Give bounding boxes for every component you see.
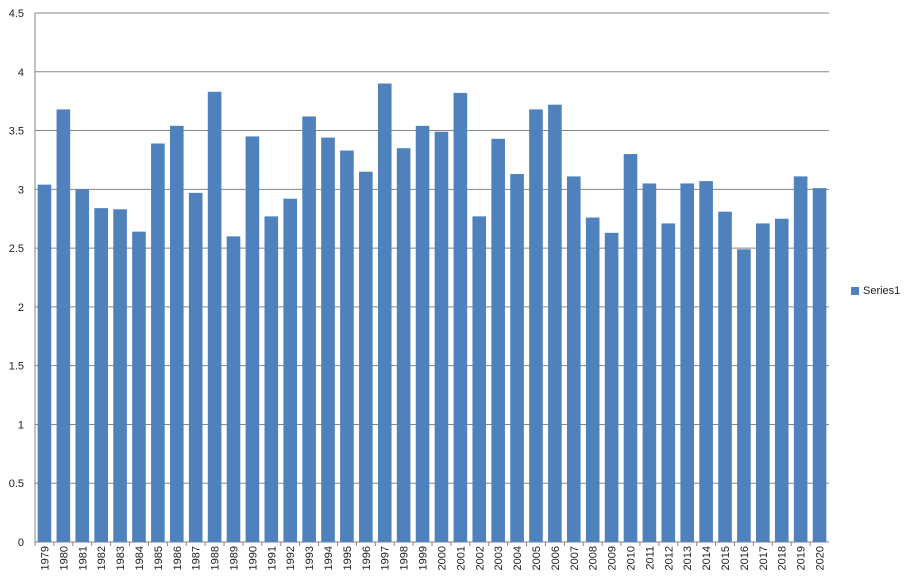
y-tick-label: 1 xyxy=(18,419,24,431)
bar xyxy=(737,249,751,542)
bar xyxy=(434,131,449,542)
bar xyxy=(453,92,468,542)
bar xyxy=(774,218,789,542)
bar xyxy=(359,171,373,542)
x-tick-label: 1983 xyxy=(115,546,127,570)
x-tick-label: 1979 xyxy=(39,546,51,570)
x-tick-label: 1987 xyxy=(191,546,203,570)
x-tick-label: 1990 xyxy=(247,546,259,570)
x-tick-label: 2019 xyxy=(796,546,808,570)
bar xyxy=(226,236,241,542)
bar xyxy=(680,183,695,542)
legend-swatch xyxy=(851,287,859,295)
x-tick-label: 2005 xyxy=(531,546,543,570)
x-tick-label: 1994 xyxy=(323,546,335,570)
y-tick-label: 0 xyxy=(18,537,24,549)
bar xyxy=(188,192,203,543)
bar xyxy=(56,109,71,542)
x-tick-label: 2018 xyxy=(777,546,789,570)
bar xyxy=(94,208,108,543)
bar xyxy=(340,150,354,543)
x-tick-label: 2001 xyxy=(455,546,467,570)
x-tick-label: 1985 xyxy=(153,546,165,570)
bar xyxy=(718,211,732,542)
y-tick-label: 2.5 xyxy=(9,243,24,255)
bar xyxy=(642,183,657,542)
x-tick-label: 2004 xyxy=(512,546,524,570)
x-tick-label: 2020 xyxy=(815,546,827,570)
x-tick-label: 1997 xyxy=(380,546,392,570)
bar xyxy=(245,136,260,542)
x-tick-label: 2013 xyxy=(682,546,694,570)
x-tick-label: 1980 xyxy=(58,546,70,570)
x-tick-label: 1993 xyxy=(304,546,316,570)
bar xyxy=(283,198,298,542)
x-tick-label: 2015 xyxy=(720,546,732,570)
bar xyxy=(604,232,619,542)
x-tick-label: 1999 xyxy=(418,546,430,570)
bar xyxy=(113,209,127,542)
x-tick-label: 1989 xyxy=(229,546,241,570)
legend-label: Series1 xyxy=(863,285,901,297)
bar xyxy=(699,181,713,543)
x-tick-label: 2009 xyxy=(607,546,619,570)
x-tick-label: 2014 xyxy=(701,546,713,570)
bar xyxy=(566,176,581,542)
bar xyxy=(75,189,90,543)
bar xyxy=(510,174,524,542)
bar xyxy=(37,184,52,542)
x-tick-label: 1992 xyxy=(285,546,297,570)
bar xyxy=(661,223,676,542)
bar xyxy=(302,116,316,543)
bar xyxy=(151,143,165,542)
x-tick-label: 1982 xyxy=(96,546,108,570)
x-tick-label: 2006 xyxy=(550,546,562,570)
x-tick-label: 1981 xyxy=(77,546,89,570)
y-tick-label: 4 xyxy=(18,67,24,79)
x-tick-label: 2008 xyxy=(588,546,600,570)
bar xyxy=(377,83,392,543)
bar xyxy=(529,109,543,542)
bar xyxy=(169,125,184,542)
bar xyxy=(548,104,562,543)
bar xyxy=(207,91,222,543)
y-tick-label: 1.5 xyxy=(9,361,24,373)
x-tick-label: 2007 xyxy=(569,546,581,570)
bar xyxy=(793,176,808,542)
x-tick-label: 2000 xyxy=(436,546,448,570)
bar xyxy=(321,137,335,542)
bar xyxy=(415,125,430,542)
bar xyxy=(623,154,638,543)
x-tick-label: 1996 xyxy=(361,546,373,570)
x-tick-label: 1995 xyxy=(342,546,354,570)
y-tick-label: 3.5 xyxy=(9,126,24,138)
legend: Series1 xyxy=(851,285,900,297)
y-tick-label: 4.5 xyxy=(9,8,24,20)
x-tick-label: 1991 xyxy=(266,546,278,570)
y-tick-label: 3 xyxy=(18,184,24,196)
x-tick-label: 2002 xyxy=(474,546,486,570)
x-tick-label: 1998 xyxy=(399,546,411,570)
bar xyxy=(396,148,411,542)
x-tick-label: 1984 xyxy=(134,546,146,570)
x-tick-label: 2011 xyxy=(644,546,656,570)
x-tick-label: 1988 xyxy=(210,546,222,570)
bar xyxy=(756,223,770,542)
x-tick-label: 2010 xyxy=(626,546,638,570)
bar xyxy=(812,188,827,542)
x-tick-label: 2016 xyxy=(739,546,751,570)
x-tick-label: 2012 xyxy=(663,546,675,570)
y-tick-label: 0.5 xyxy=(9,478,24,490)
y-tick-label: 2 xyxy=(18,302,24,314)
bar xyxy=(491,138,505,543)
bar xyxy=(264,216,279,543)
bar xyxy=(472,216,487,543)
x-tick-label: 2017 xyxy=(758,546,770,570)
x-tick-label: 2003 xyxy=(493,546,505,570)
x-tick-label: 1986 xyxy=(172,546,184,570)
bar xyxy=(132,231,146,543)
bar xyxy=(585,217,600,542)
